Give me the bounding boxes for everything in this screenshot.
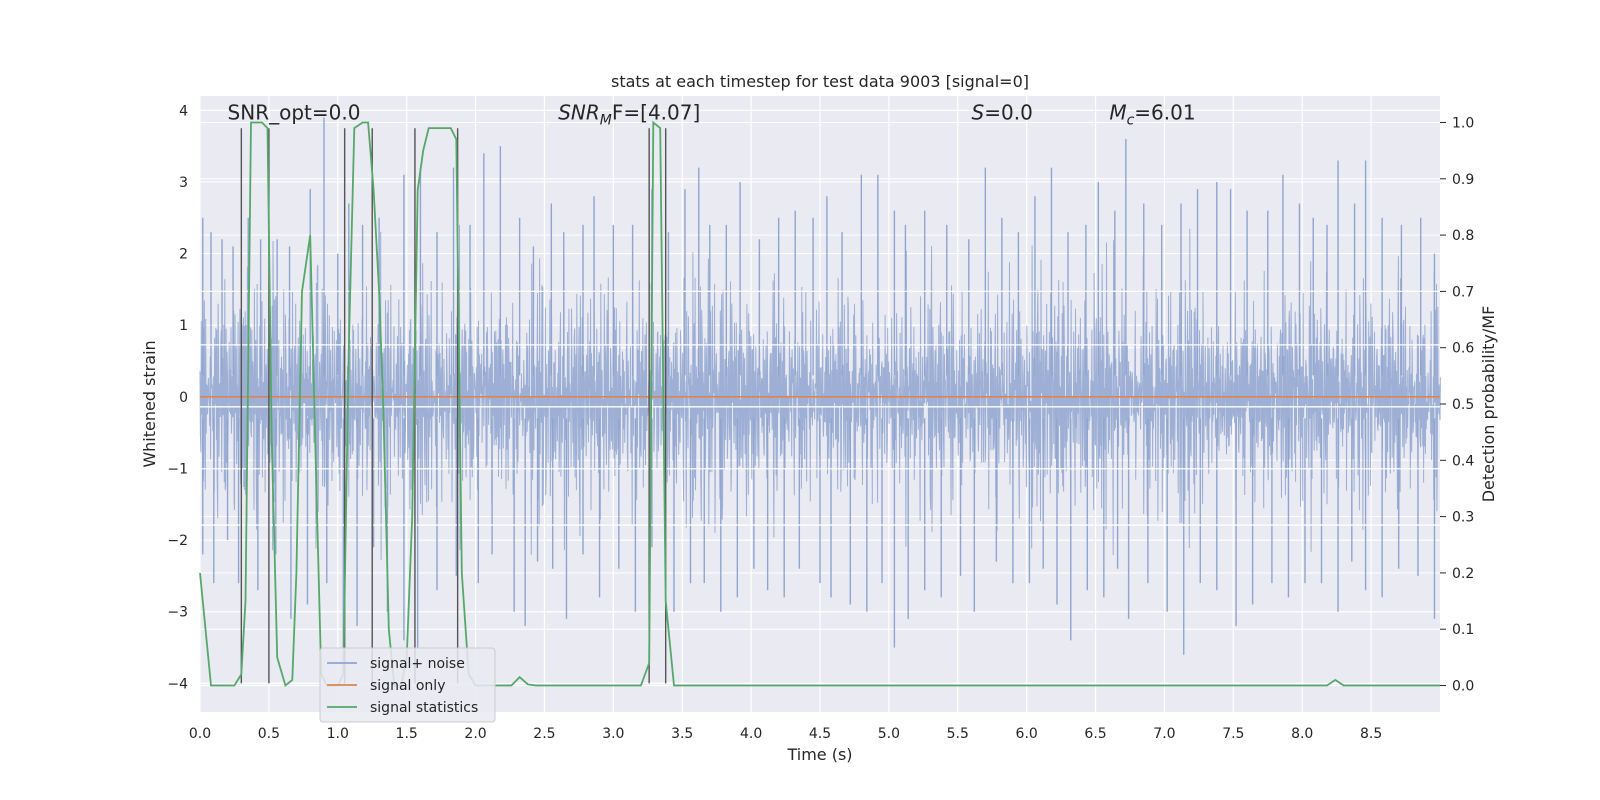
- x-tick-label: 1.5: [396, 726, 418, 742]
- annotation-1: SNRMF=[4.07]: [558, 100, 700, 128]
- y2-tick-label: 1.0: [1452, 115, 1474, 131]
- y-tick-label: 1: [179, 318, 188, 334]
- y-axis-label: Whitened strain: [140, 340, 159, 467]
- y2-tick-label: 0.1: [1452, 622, 1474, 638]
- y-tick-label: 0: [179, 390, 188, 406]
- noise-trace: [199, 224, 1441, 560]
- series-layer: [199, 117, 1441, 688]
- x-tick-label: 3.5: [671, 726, 693, 742]
- y-tick-label: 3: [179, 175, 188, 191]
- legend-label-noise: signal+ noise: [370, 656, 465, 672]
- axes-layer: 0.0 0.5 1.0 1.5 2.0 2.5 3.0 3.5 4.0 4.5 5.0 5.5 6.0 6…: [167, 103, 1474, 742]
- chart-title: stats at each timestep for test data 900…: [611, 72, 1029, 91]
- x-tick-label: 5.0: [878, 726, 900, 742]
- annotations: SNR_opt=0.0 SNRMF=[4.07] S=0.0 Mc=6.01: [228, 100, 1196, 128]
- x-tick-label: 3.0: [602, 726, 624, 742]
- annotation-0: SNR_opt=0.0: [228, 100, 361, 124]
- x-tick-label: 7.0: [1153, 726, 1175, 742]
- x-tick-label: 4.5: [809, 726, 831, 742]
- x-axis-label: Time (s): [786, 745, 852, 764]
- y-tick-label: −3: [167, 605, 188, 621]
- legend: signal+ noise signal only signal statist…: [319, 647, 496, 723]
- x-tick-label: 6.5: [1084, 726, 1106, 742]
- y-tick-label: −2: [167, 533, 188, 549]
- y2-tick-label: 0.3: [1452, 510, 1474, 526]
- x-tick-label: 1.0: [327, 726, 349, 742]
- y2-tick-label: 0.6: [1452, 341, 1474, 357]
- x-tick-label: 2.0: [464, 726, 486, 742]
- x-tick-label: 0.5: [258, 726, 280, 742]
- y2-axis-label: Detection probability/MF: [1479, 306, 1498, 503]
- x-tick-label: 2.5: [533, 726, 555, 742]
- y2-tick-label: 0.9: [1452, 172, 1474, 188]
- x-tick-label: 4.0: [740, 726, 762, 742]
- legend-box: [319, 647, 496, 723]
- y-tick-label: 2: [179, 247, 188, 263]
- legend-label-stats: signal statistics: [370, 700, 478, 716]
- y2-tick-label: 0.2: [1452, 566, 1474, 582]
- annotation-2: S=0.0: [972, 100, 1033, 124]
- y-tick-label: 4: [179, 103, 188, 119]
- y2-tick-label: 0.5: [1452, 397, 1474, 413]
- x-tick-label: 8.0: [1291, 726, 1313, 742]
- y-tick-label: −1: [167, 461, 188, 477]
- y2-tick-label: 0.7: [1452, 284, 1474, 300]
- x-tick-label: 0.0: [189, 726, 211, 742]
- x-tick-label: 8.5: [1360, 726, 1382, 742]
- annotation-3: Mc=6.01: [1109, 100, 1195, 128]
- y2-tick-label: 0.0: [1452, 679, 1474, 695]
- legend-label-signal: signal only: [370, 678, 445, 694]
- y-tick-label: −4: [167, 676, 188, 692]
- y2-tick-label: 0.8: [1452, 228, 1474, 244]
- x-tick-label: 5.5: [947, 726, 969, 742]
- y2-tick-label: 0.4: [1452, 453, 1474, 469]
- x-tick-label: 6.0: [1016, 726, 1038, 742]
- x-tick-label: 7.5: [1222, 726, 1244, 742]
